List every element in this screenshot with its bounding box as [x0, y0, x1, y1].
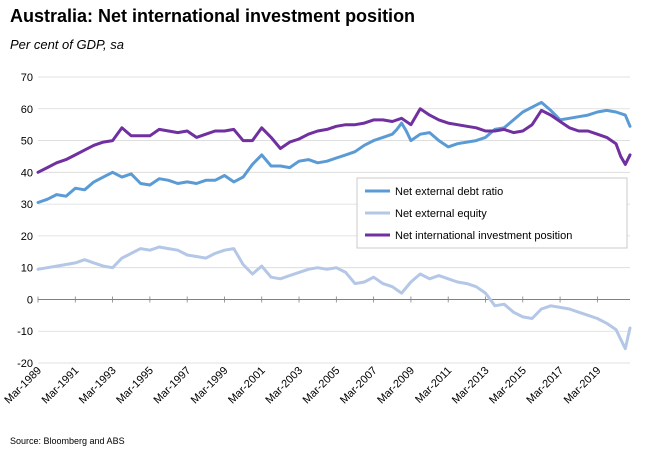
x-tick-label: Mar-2009 — [375, 365, 417, 407]
x-tick-label: Mar-1997 — [152, 365, 194, 407]
x-tick-label: Mar-2007 — [338, 365, 380, 407]
x-tick-label: Mar-2013 — [450, 365, 492, 407]
x-tick-label: Mar-2001 — [226, 365, 268, 407]
legend-label: Net international investment position — [395, 230, 572, 242]
series-line-equity — [36, 245, 632, 351]
y-tick-label: 0 — [27, 294, 33, 306]
x-tick-label: Mar-1995 — [114, 365, 156, 407]
series-lines — [36, 100, 632, 351]
source-note: Source: Bloomberg and ABS — [10, 436, 125, 446]
x-tick-label: Mar-1999 — [189, 365, 231, 407]
x-tick-label: Mar-2019 — [562, 365, 604, 407]
y-tick-label: -10 — [17, 326, 33, 338]
x-tick-label: Mar-2011 — [413, 365, 454, 406]
legend: Net external debt ratio Net external equi… — [356, 177, 628, 249]
x-tick-label: Mar-2017 — [524, 365, 566, 407]
legend-label: Net external debt ratio — [395, 186, 503, 198]
x-tick-label: Mar-1989 — [2, 365, 44, 407]
y-tick-label: 20 — [21, 231, 33, 243]
x-tick-label: Mar-2003 — [263, 365, 305, 407]
series-line-niip — [36, 107, 632, 174]
x-tick-label: Mar-1991 — [40, 365, 82, 407]
chart-title: Australia: Net international investment … — [10, 6, 416, 26]
legend-label: Net external equity — [395, 208, 487, 220]
y-tick-label: 60 — [21, 104, 33, 116]
x-tick-label: Mar-1993 — [77, 365, 119, 407]
legend-box — [356, 177, 628, 249]
y-axis-tick-labels: 70 60 50 40 30 20 10 0 -10 -20 — [17, 72, 33, 370]
x-tick-label: Mar-2015 — [487, 365, 529, 407]
y-tick-label: 30 — [21, 199, 33, 211]
y-tick-label: 40 — [21, 167, 33, 179]
y-tick-label: 50 — [21, 136, 33, 148]
series-line-debt-ratio — [36, 100, 632, 204]
y-tick-label: -20 — [17, 358, 33, 370]
y-tick-label: 10 — [21, 263, 33, 275]
y-tick-label: 70 — [21, 72, 33, 84]
chart-subtitle: Per cent of GDP, sa — [10, 37, 124, 52]
x-tick-label: Mar-2005 — [301, 365, 343, 407]
